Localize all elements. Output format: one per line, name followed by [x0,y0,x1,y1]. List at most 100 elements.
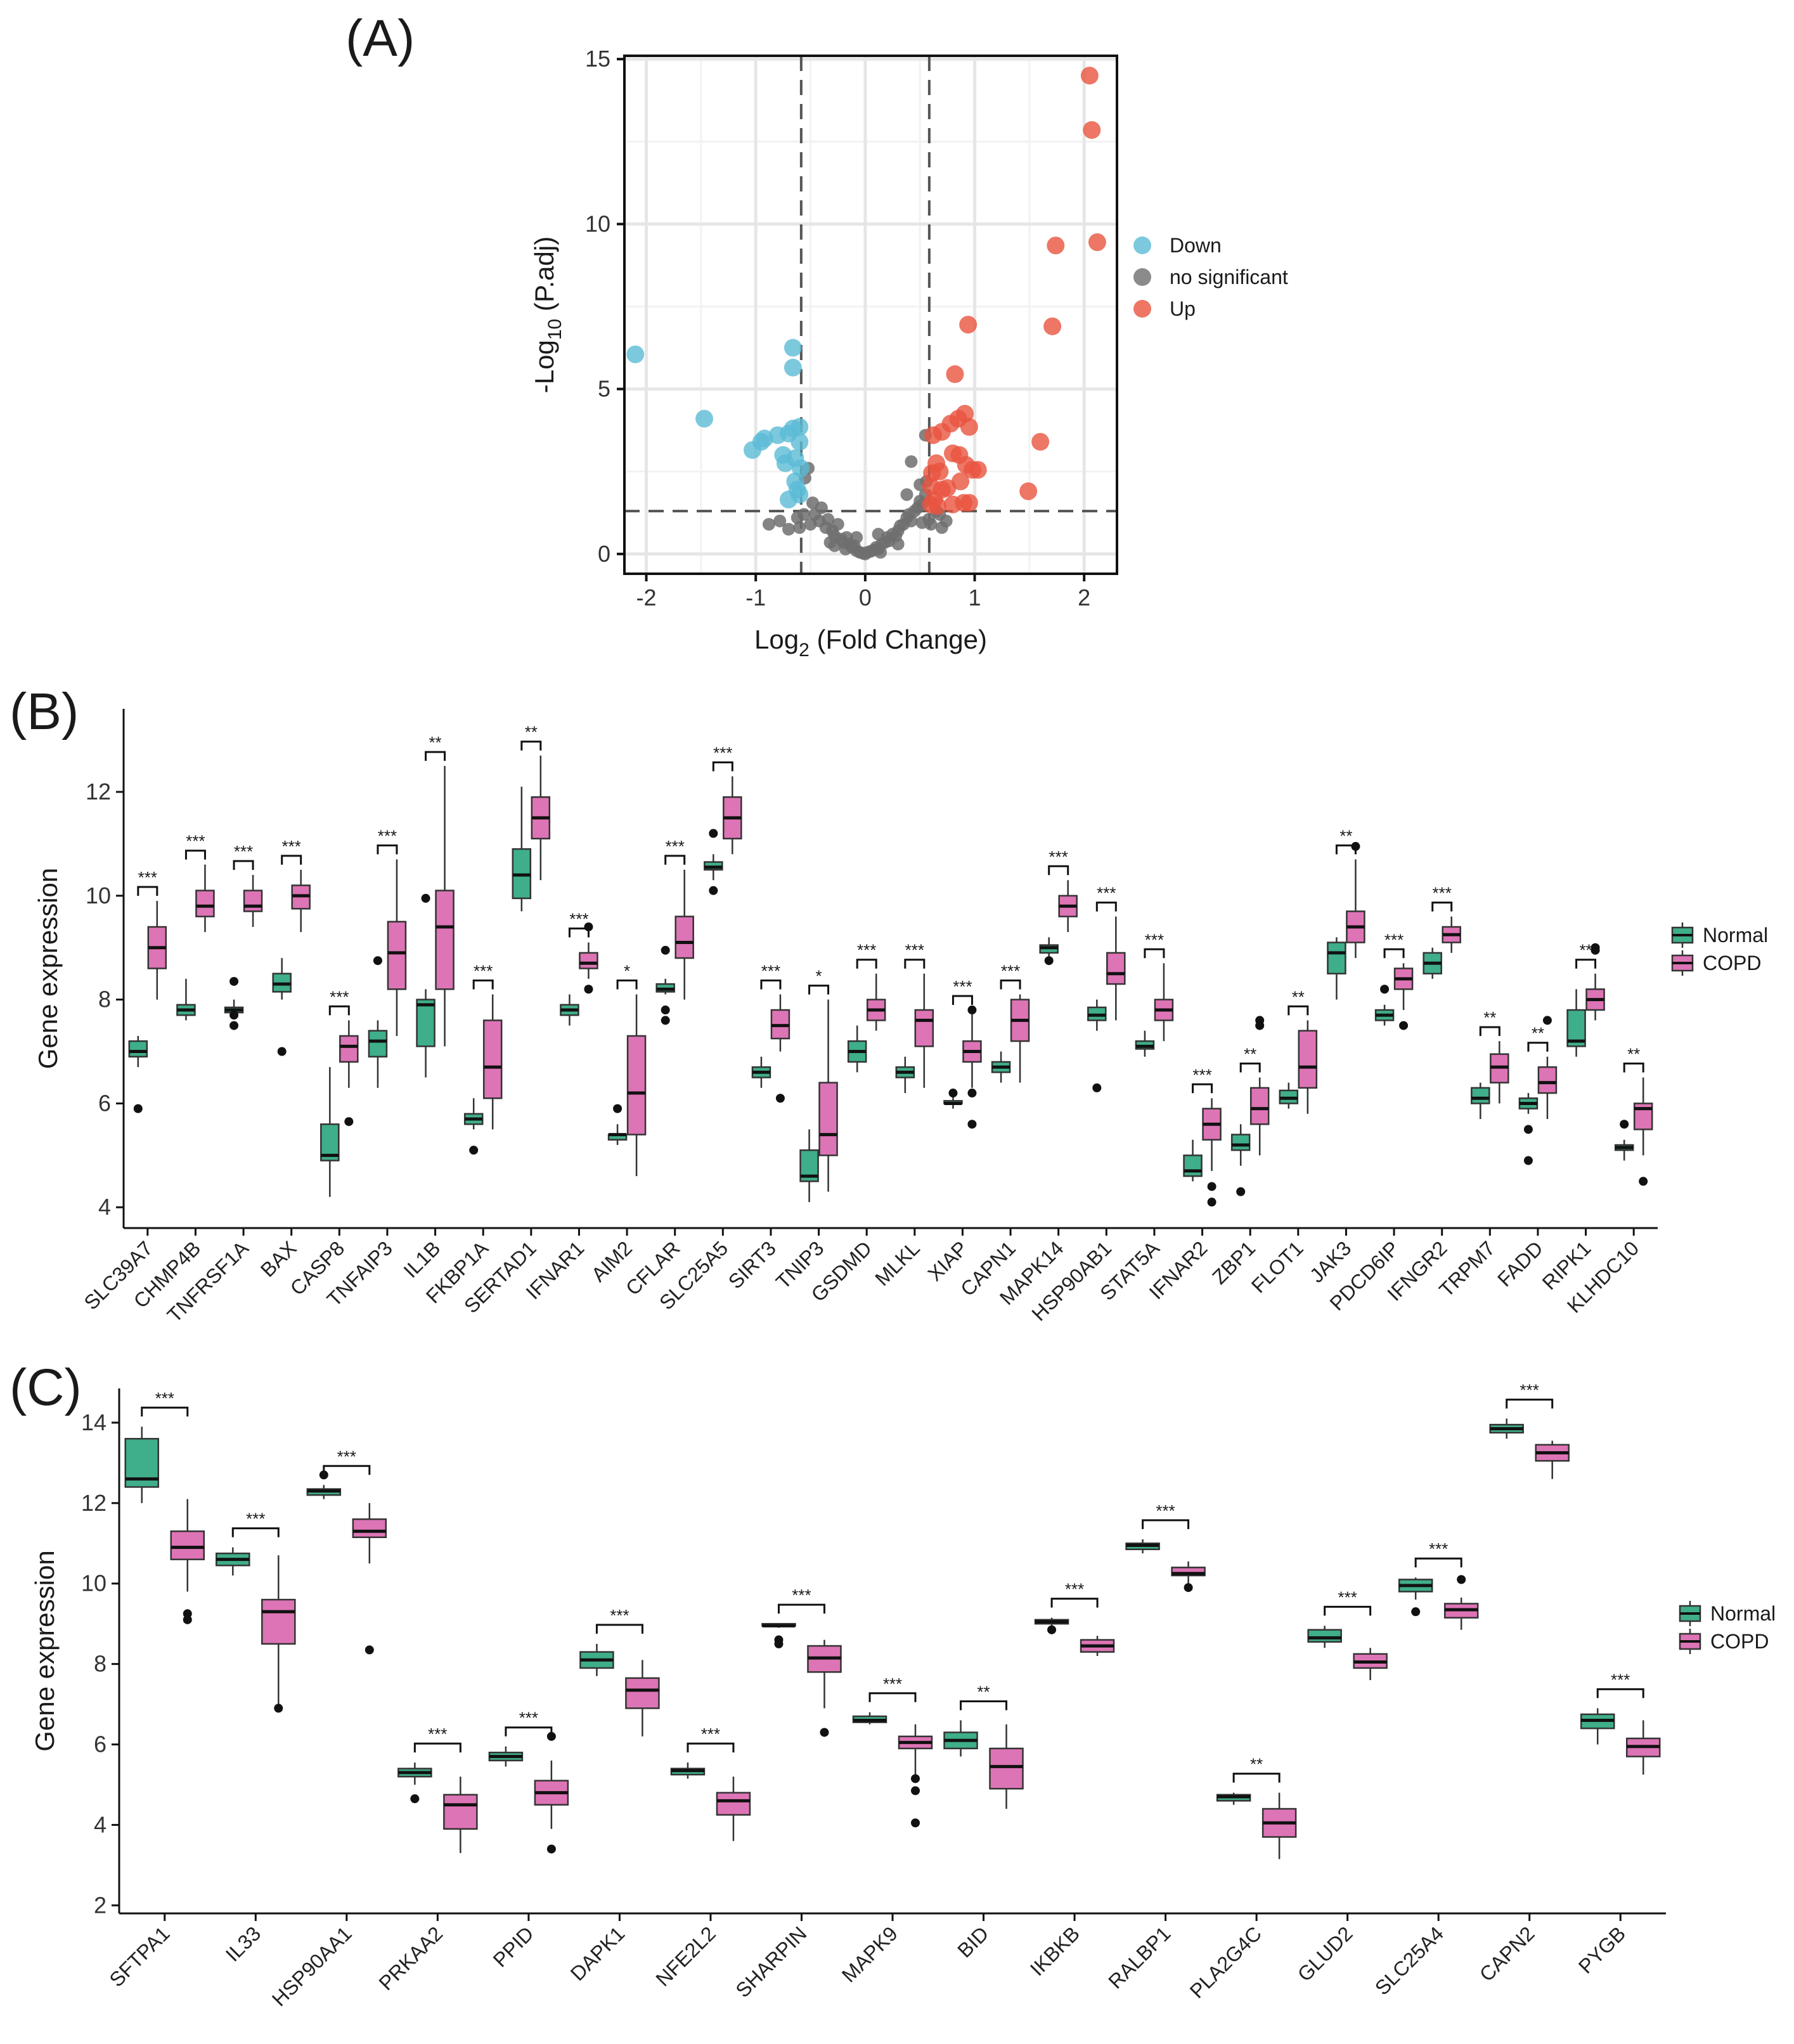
significance-bracket [233,860,254,870]
significance-label: *** [138,868,157,887]
outlier-point [775,1094,785,1103]
panel-a-frame [623,55,1118,575]
x-category-label: PLA2G4C [1185,1922,1266,2002]
outlier-point [1207,1182,1216,1191]
significance-label: *** [1049,847,1068,866]
significance-bracket [137,886,158,896]
copd-box-box [625,1677,660,1709]
significance-label: *** [701,1724,720,1743]
normal-box-box [1471,1087,1490,1104]
significance-bracket [868,1692,917,1702]
outlier-point [1255,1021,1265,1030]
point-no-significant [815,501,828,514]
panel-c-y-axis-title: Gene expression [30,1550,60,1752]
copd-box-box [339,1035,359,1063]
significance-bracket [1048,865,1069,876]
significance-bracket [141,1406,189,1417]
normal-box-box [128,1040,148,1058]
x-category-label: SFTPA1 [105,1922,174,1991]
point-Down [744,441,762,459]
outlier-point [1523,1156,1533,1165]
outlier-point [1457,1575,1466,1584]
significance-label: ** [1339,827,1352,846]
outlier-point [911,1818,920,1828]
significance-label: *** [953,977,972,996]
significance-label: *** [610,1606,629,1625]
significance-label: ** [1532,1024,1544,1043]
copd-box-box [1537,1066,1558,1094]
outlier-point [911,1786,920,1795]
significance-label: *** [792,1586,811,1605]
panel-a-x-axis-title: Log2 (Fold Change) [754,624,987,661]
point-Up [1031,432,1050,451]
legend-key-Up [1133,300,1151,318]
outlier-point [344,1117,354,1127]
normal-box-box [368,1030,388,1058]
significance-label: *** [1433,884,1452,903]
outlier-point [229,1021,239,1030]
copd-box-box [1298,1030,1318,1089]
significance-bracket [1000,979,1021,990]
significance-bracket [1623,1062,1644,1073]
outlier-point [584,985,593,994]
outlier-point [1399,1021,1409,1030]
significance-label: ** [1244,1044,1256,1063]
outlier-point [1184,1583,1193,1593]
significance-label: ** [1579,941,1592,960]
point-Up [1047,236,1065,255]
x-category-label: SHARPIN [731,1922,811,2002]
point-Down [784,339,802,357]
normal-box-box [1183,1155,1203,1177]
point-Up [1083,121,1101,139]
outlier-point [1411,1607,1421,1617]
significance-bracket [281,855,302,865]
copd-box-box [1249,1087,1270,1125]
significance-label: *** [1097,884,1116,903]
significance-label: *** [1384,930,1404,949]
normal-box-box [1230,1134,1251,1151]
significance-bracket [1287,1005,1309,1016]
x-category-label: IL33 [221,1922,265,1965]
outlier-point [709,886,718,895]
point-no-significant [773,514,787,527]
legend-label: Up [1170,297,1196,320]
outlier-point [365,1645,374,1655]
significance-label: *** [330,987,349,1006]
significance-bracket [1232,1773,1281,1783]
point-Down [791,432,809,451]
y-tick-label: 4 [94,1811,106,1837]
x-category-label: PYGB [1574,1922,1630,1977]
outlier-point [546,1844,556,1854]
panel-a-points [626,67,1106,560]
y-tick-label: 8 [94,1651,106,1677]
outlier-point [410,1794,420,1804]
significance-label: *** [1520,1381,1539,1400]
significance-label: *** [1065,1580,1084,1599]
point-no-significant [905,455,918,469]
significance-label: ** [1483,1008,1496,1027]
outlier-point [1639,1177,1648,1186]
significance-bracket [520,741,542,751]
point-Up [922,477,940,496]
outlier-point [1523,1125,1533,1134]
x-category-label: FADD [1493,1236,1547,1291]
copd-box-box [626,1035,647,1135]
legend-label: COPD [1703,952,1761,974]
outlier-point [373,956,382,966]
significance-label: * [624,961,630,980]
outlier-point [229,1011,239,1020]
significance-label: *** [186,832,205,851]
panel-c-label: (C) [10,1359,82,1416]
y-tick-label: 6 [94,1731,106,1757]
point-no-significant [924,517,938,531]
significance-bracket [616,979,638,990]
copd-box-box [195,889,215,917]
point-Up [922,495,940,514]
x-tick-label: 2 [1078,585,1090,611]
x-category-label: NFE2L2 [651,1922,720,1990]
panel-b-legend: Normal COPD [1671,922,1768,976]
point-Down [791,486,809,504]
copd-box-box [435,889,455,990]
copd-box-box [579,952,598,969]
significance-bracket [1596,1688,1644,1698]
